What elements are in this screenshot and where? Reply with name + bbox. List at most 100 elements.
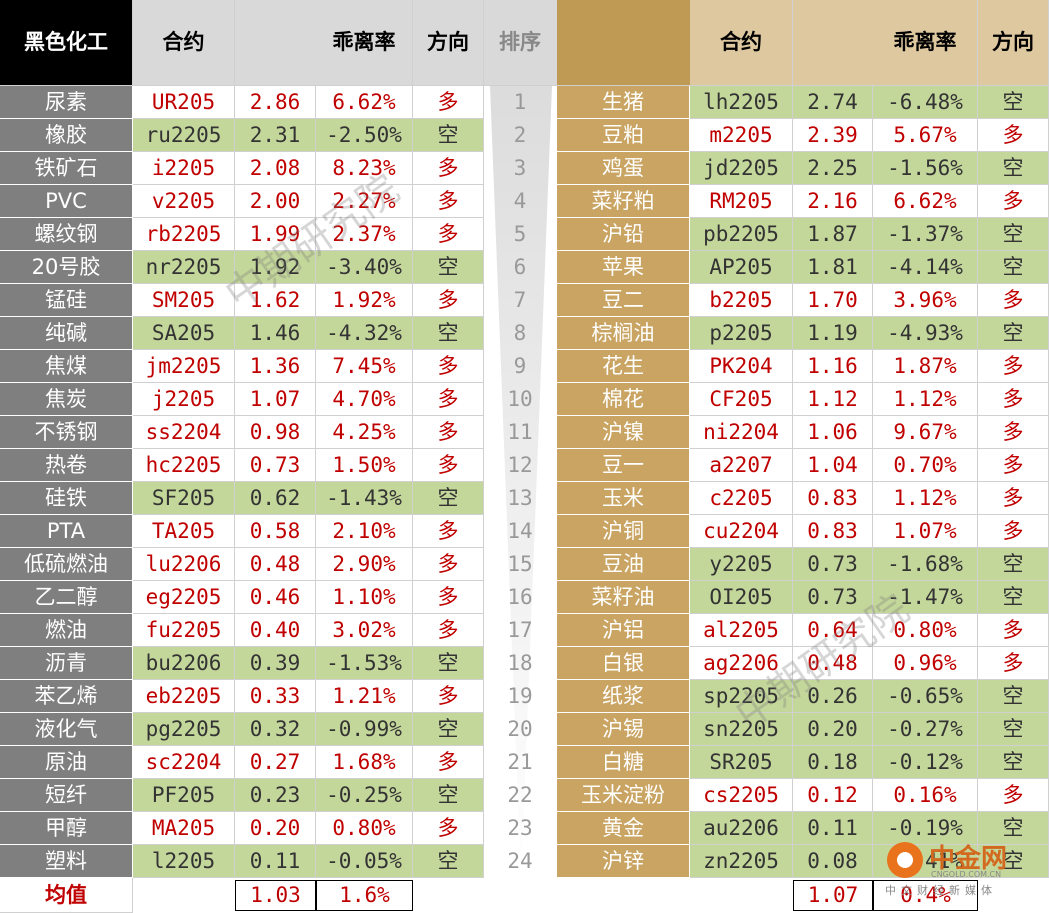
- deviation: -2.50%: [316, 119, 413, 152]
- direction: 多: [413, 284, 484, 317]
- deviation: 1.68%: [316, 746, 413, 779]
- deviation: -4.93%: [873, 317, 978, 350]
- direction: 多: [413, 680, 484, 713]
- contract: m2205: [690, 119, 793, 152]
- strength: 2.16: [793, 185, 873, 218]
- contract: cu2204: [690, 515, 793, 548]
- contract: jm2205: [133, 350, 235, 383]
- category-name: 沪镍: [557, 416, 690, 449]
- header-direction: 方向: [978, 0, 1049, 86]
- rank: 12: [507, 452, 533, 477]
- strength: 0.48: [235, 548, 316, 581]
- category-name: 菜籽粕: [557, 185, 690, 218]
- contract: v2205: [133, 185, 235, 218]
- contract: OI205: [690, 581, 793, 614]
- category-name: 沪铝: [557, 614, 690, 647]
- strength: 2.08: [235, 152, 316, 185]
- deviation: 2.10%: [316, 515, 413, 548]
- strength: 0.98: [235, 416, 316, 449]
- category-name: 白糖: [557, 746, 690, 779]
- category-name: 螺纹钢: [0, 218, 133, 251]
- header-deviation: 乖离率: [316, 0, 413, 86]
- contract: MA205: [133, 812, 235, 845]
- category-name: 短纤: [0, 779, 133, 812]
- strength: 0.23: [235, 779, 316, 812]
- direction: 多: [978, 350, 1049, 383]
- deviation: 1.87%: [873, 350, 978, 383]
- direction: 多: [413, 152, 484, 185]
- contract: AP205: [690, 251, 793, 284]
- category-name: 乙二醇: [0, 581, 133, 614]
- rank: 3: [513, 155, 527, 180]
- direction: 空: [978, 746, 1049, 779]
- strength: 2.00: [235, 185, 316, 218]
- strength: 0.12: [793, 779, 873, 812]
- deviation: -4.14%: [873, 251, 978, 284]
- direction: 多: [413, 416, 484, 449]
- rank: 1: [513, 89, 527, 114]
- category-name: 塑料: [0, 845, 133, 878]
- rank: 23: [507, 815, 533, 840]
- strength: 1.06: [793, 416, 873, 449]
- contract: sc2204: [133, 746, 235, 779]
- deviation: 7.45%: [316, 350, 413, 383]
- strength: 1.36: [235, 350, 316, 383]
- footer-deviation: 1.6%: [316, 880, 413, 911]
- contract: rb2205: [133, 218, 235, 251]
- rank: 13: [507, 485, 533, 510]
- header-contract: 合约: [133, 0, 235, 86]
- deviation: 1.10%: [316, 581, 413, 614]
- contract: SR205: [690, 746, 793, 779]
- deviation: -0.12%: [873, 746, 978, 779]
- direction: 多: [413, 185, 484, 218]
- contract: PF205: [133, 779, 235, 812]
- rank: 7: [513, 287, 527, 312]
- category-name: 豆一: [557, 449, 690, 482]
- rank-triangle: [490, 86, 552, 880]
- contract: CF205: [690, 383, 793, 416]
- contract: zn2205: [690, 845, 793, 878]
- contract: SF205: [133, 482, 235, 515]
- direction: 空: [978, 86, 1049, 119]
- rank: 16: [507, 584, 533, 609]
- deviation: 1.21%: [316, 680, 413, 713]
- category-name: 20号胶: [0, 251, 133, 284]
- deviation: -0.27%: [873, 713, 978, 746]
- strength: 0.46: [235, 581, 316, 614]
- deviation: -0.19%: [873, 812, 978, 845]
- strength: 0.26: [793, 680, 873, 713]
- deviation: -0.05%: [316, 845, 413, 878]
- logo-url: CNGOLD.COM.CN: [931, 870, 1002, 879]
- strength: 0.73: [235, 449, 316, 482]
- contract: a2207: [690, 449, 793, 482]
- deviation: 1.12%: [873, 482, 978, 515]
- category-name: 花生: [557, 350, 690, 383]
- direction: 多: [413, 86, 484, 119]
- contract: pg2205: [133, 713, 235, 746]
- category-name: 豆二: [557, 284, 690, 317]
- header-deviation: 乖离率: [873, 0, 978, 86]
- contract: au2206: [690, 812, 793, 845]
- strength: 1.16: [793, 350, 873, 383]
- deviation: 3.02%: [316, 614, 413, 647]
- deviation: 9.67%: [873, 416, 978, 449]
- logo-icon: [887, 842, 923, 878]
- category-name: 甲醇: [0, 812, 133, 845]
- direction: 空: [413, 317, 484, 350]
- rank: 2: [513, 122, 527, 147]
- deviation: 1.50%: [316, 449, 413, 482]
- direction: 多: [978, 185, 1049, 218]
- contract: jd2205: [690, 152, 793, 185]
- contract: fu2205: [133, 614, 235, 647]
- strength: 1.70: [793, 284, 873, 317]
- contract: j2205: [133, 383, 235, 416]
- deviation: 4.70%: [316, 383, 413, 416]
- contract: eg2205: [133, 581, 235, 614]
- strength: 1.04: [793, 449, 873, 482]
- deviation: -0.25%: [316, 779, 413, 812]
- strength: 2.25: [793, 152, 873, 185]
- strength: 0.62: [235, 482, 316, 515]
- category-name: 锰硅: [0, 284, 133, 317]
- direction: 多: [413, 515, 484, 548]
